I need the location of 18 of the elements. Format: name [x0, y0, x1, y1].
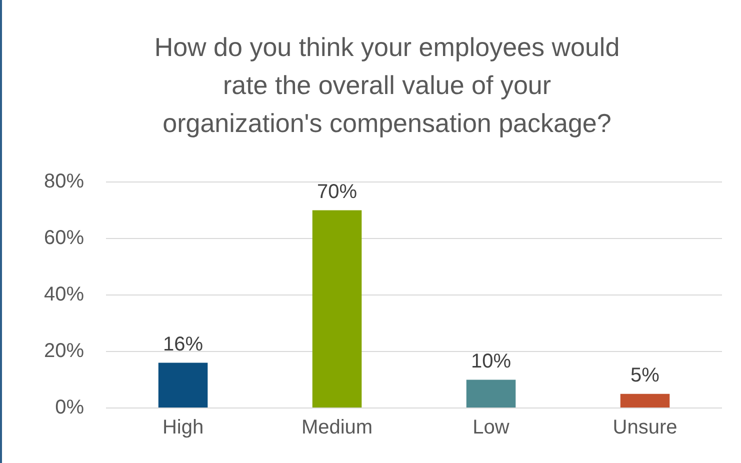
y-tick-label: 80%: [44, 170, 84, 193]
bar: [466, 380, 516, 408]
x-tick-label: High: [162, 416, 204, 439]
bar: [620, 394, 670, 408]
data-label: 16%: [163, 333, 204, 356]
y-tick-label: 40%: [44, 284, 84, 306]
bar: [312, 210, 362, 408]
x-tick-label: Unsure: [612, 416, 678, 439]
x-tick-label: Low: [472, 416, 510, 439]
chart-title: How do you think your employees would rate the overall value of your organization's compensation package?: [153, 31, 621, 140]
data-label: 70%: [317, 180, 358, 203]
x-tick-label: Medium: [301, 416, 373, 439]
y-tick-label: 0%: [55, 396, 84, 419]
data-label: 5%: [630, 364, 660, 386]
data-label: 10%: [470, 350, 512, 372]
y-tick-label: 20%: [44, 340, 84, 362]
bar: [158, 362, 208, 408]
y-tick-label: 60%: [44, 227, 84, 250]
